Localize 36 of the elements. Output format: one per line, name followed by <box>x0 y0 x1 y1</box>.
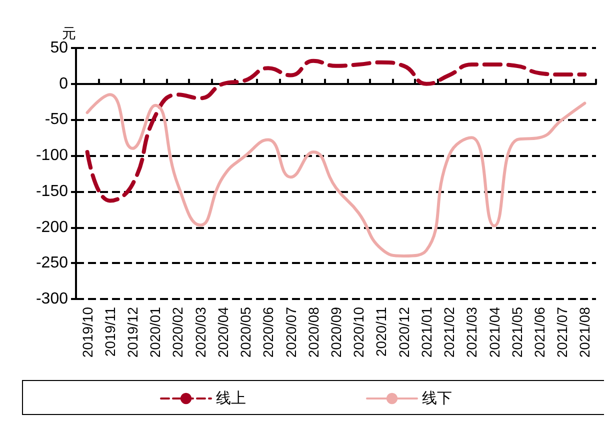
x-tick-label: 2020/02 <box>170 306 186 358</box>
y-tick-label: -200 <box>36 218 68 236</box>
x-tick-label: 2020/12 <box>396 306 412 358</box>
x-tick-label: 2021/02 <box>441 306 458 358</box>
x-tick-label: 2021/01 <box>418 306 434 358</box>
x-tick-label: 2021/04 <box>486 306 502 358</box>
x-tick-label: 2019/12 <box>124 306 141 358</box>
y-tick-label: -250 <box>36 254 68 272</box>
legend-label: 线下 <box>422 390 452 407</box>
x-tick-label: 2020/08 <box>305 306 322 358</box>
y-tick-label: -50 <box>44 111 68 128</box>
x-tick-label: 2021/06 <box>531 306 548 358</box>
x-tick-label: 2020/06 <box>260 306 276 358</box>
x-tick-label: 2021/05 <box>508 306 525 358</box>
x-tick-label: 2021/07 <box>554 306 570 358</box>
x-tick-label: 2020/11 <box>373 306 390 357</box>
y-tick-label: 0 <box>59 75 68 92</box>
y-tick-label: -150 <box>36 182 68 200</box>
x-tick-label: 2020/10 <box>350 306 367 358</box>
x-tick-label: 2019/10 <box>79 306 96 358</box>
x-tick-label: 2020/05 <box>238 306 254 358</box>
y-axis-title: 元 <box>62 25 76 41</box>
x-tick-label: 2019/11 <box>102 306 118 357</box>
x-tick-label: 2020/07 <box>282 306 299 358</box>
x-tick-label: 2020/04 <box>214 306 231 358</box>
line-series <box>86 93 586 258</box>
y-tick-label: 50 <box>50 40 68 56</box>
line-series <box>85 58 587 203</box>
x-tick-label: 2020/09 <box>328 306 344 358</box>
legend-label: 线上 <box>216 390 246 407</box>
x-tick-label: 2021/03 <box>464 306 480 358</box>
y-tick-label: -100 <box>36 147 68 164</box>
y-tick-label: -300 <box>36 290 68 308</box>
x-tick-label: 2020/01 <box>147 306 164 358</box>
x-tick-label: 2021/08 <box>576 306 593 358</box>
x-tick-label: 2020/03 <box>192 306 208 358</box>
